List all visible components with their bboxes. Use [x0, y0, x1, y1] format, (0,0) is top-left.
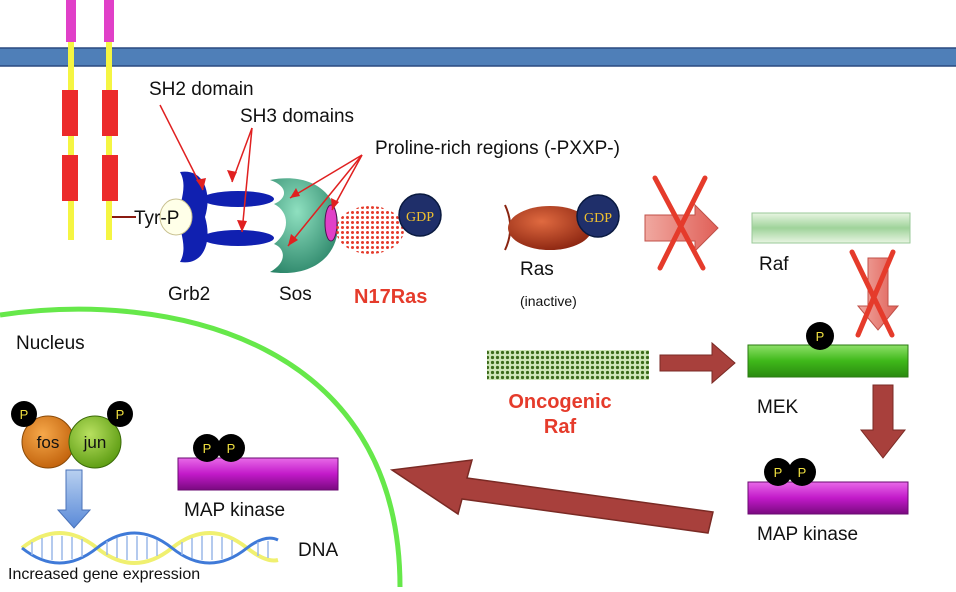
block-cross-ras-raf: [652, 175, 708, 271]
ras-protein: [504, 194, 620, 251]
tyr-p-label: Tyr-P: [134, 208, 179, 229]
oncogenic-raf-to-mek-arrow: [659, 341, 736, 385]
annotation-arrowheads: [196, 170, 339, 246]
mapk-nucleus-phospho-circle-1: [193, 434, 221, 462]
n17ras-protein: [336, 193, 442, 254]
dna-label: DNA: [298, 540, 338, 561]
oncogenic-raf-label-line1: Oncogenic: [508, 391, 611, 413]
grb2-label: Grb2: [168, 284, 210, 305]
mapk-nuclear-translocation-arrow: [389, 459, 714, 534]
n17ras-label: N17Ras: [354, 286, 427, 308]
ras-gdp-label: GDP: [584, 211, 612, 226]
oncogenic-raf-bar: [487, 350, 649, 380]
mapk-right-phospho-circle-1: [764, 458, 792, 486]
nucleus-label: Nucleus: [16, 333, 85, 354]
annotation-arrows: [159, 104, 363, 247]
nucleus-envelope: [0, 306, 403, 588]
mek-phospho-label: P: [816, 329, 825, 344]
n17ras-gdp-label: GDP: [406, 210, 434, 225]
ras-inactive-label: (inactive): [520, 293, 577, 309]
raf-label: Raf: [759, 254, 789, 275]
jun-label: jun: [83, 433, 107, 452]
sh2-domain-label: SH2 domain: [149, 79, 254, 100]
mapk-right-phospho-circle-2: [788, 458, 816, 486]
proline-rich-label: Proline-rich regions (-PXXP-): [375, 138, 620, 159]
increased-gene-expression-label: Increased gene expression: [8, 566, 200, 583]
sh3-domains-label: SH3 domains: [240, 106, 354, 127]
mapk-nucleus-phospho-circle-2: [217, 434, 245, 462]
mek-phospho-circle: [806, 322, 834, 350]
fos-label: fos: [37, 433, 60, 452]
fos-jun-to-dna-arrow: [56, 469, 92, 529]
mapk-right-bar: [747, 481, 909, 515]
mapk-nucleus-bar: [177, 457, 339, 491]
raf-bar: [751, 212, 911, 244]
mapk-right-phospho-label-2: P: [798, 465, 807, 480]
cell-membrane: [0, 47, 956, 67]
fos-phospho-label: P: [20, 407, 29, 422]
mek-to-mapk-arrow: [859, 384, 907, 459]
mek-bar: [747, 344, 909, 378]
grb2-protein: [159, 171, 274, 263]
mapk-nucleus-phospho-label-1: P: [203, 441, 212, 456]
fos-phospho-circle: [11, 401, 37, 427]
jun-phospho-circle: [107, 401, 133, 427]
jun-phospho-label: P: [116, 407, 125, 422]
jun-protein: [68, 415, 122, 469]
mapk-right-label: MAP kinase: [757, 524, 858, 545]
oncogenic-raf-label-line2: Raf: [544, 416, 577, 438]
sos-label: Sos: [279, 284, 312, 305]
receptor-dimer: [62, 0, 136, 240]
mapk-right-phospho-label-1: P: [774, 465, 783, 480]
mapk-nucleus-label: MAP kinase: [184, 500, 285, 521]
ras-label: Ras: [520, 259, 554, 280]
mapk-nucleus-phospho-label-2: P: [227, 441, 236, 456]
block-cross-raf-mek: [849, 249, 896, 338]
mek-label: MEK: [757, 397, 799, 418]
dna-helix: [20, 531, 279, 565]
